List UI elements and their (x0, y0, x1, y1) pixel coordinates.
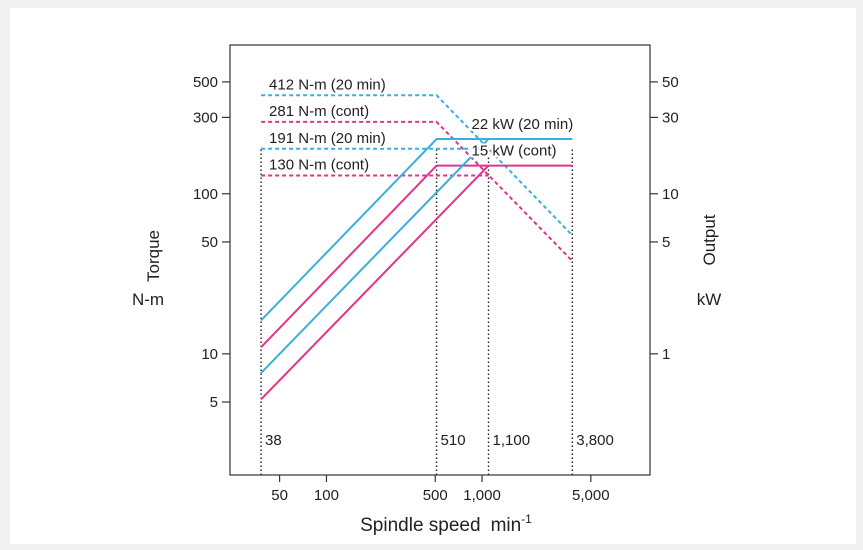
y-left-tick-label: 300 (193, 109, 218, 126)
x-tick-label: 50 (271, 487, 288, 504)
annotation-label: 412 N-m (20 min) (269, 76, 386, 93)
series-line (260, 164, 490, 400)
series-line (260, 138, 490, 374)
chart-frame: 38 510 1,100 3,800 412 N-m (20 min) 281 N-m (… (10, 8, 856, 544)
annotation-label: 15 kW (cont) (472, 143, 557, 160)
y-right-tick-label: 5 (662, 234, 670, 251)
x-tick-label: 500 (423, 487, 448, 504)
x-tick-label: 100 (314, 487, 339, 504)
y-left-tick-label: 500 (193, 74, 218, 91)
y-left-tick-label: 10 (201, 346, 218, 363)
x-axis-title-text: Spindle speed (360, 515, 480, 536)
plot-border (229, 44, 651, 476)
series-line (261, 120, 574, 262)
y-left-tick-label: 100 (193, 186, 218, 203)
annotation-label: 22 kW (20 min) (472, 116, 574, 133)
x-axis-title: Spindle speed min-1 (360, 512, 532, 536)
annotation-label: 130 N-m (cont) (269, 157, 369, 174)
y-left-tick-label: 50 (201, 234, 218, 251)
x-tick-label: 1,000 (463, 487, 501, 504)
chart-marks (260, 94, 574, 475)
y-right-axis-title: Output (700, 214, 719, 265)
y-right-axis-unit: kW (697, 290, 722, 309)
speed-marker-label: 3,800 (576, 432, 614, 449)
speed-marker-label: 510 (441, 432, 466, 449)
y-right-tick-label: 10 (662, 186, 679, 203)
annotation-label: 281 N-m (cont) (269, 103, 369, 120)
y-left-axis-unit: N-m (132, 290, 164, 309)
plot-area (222, 44, 658, 482)
y-right-tick-label: 1 (662, 346, 670, 363)
speed-marker-label: 1,100 (493, 432, 531, 449)
y-left-axis-title: Torque (144, 230, 163, 282)
x-axis-unit-exponent: -1 (521, 512, 532, 526)
annotation-label: 191 N-m (20 min) (269, 130, 386, 147)
y-right-tick-label: 30 (662, 109, 679, 126)
series-line (260, 164, 573, 348)
y-right-tick-label: 50 (662, 74, 679, 91)
series-line (260, 138, 573, 321)
y-left-tick-label: 5 (210, 394, 218, 411)
series-line (261, 94, 574, 236)
speed-marker-label: 38 (265, 432, 282, 449)
x-tick-label: 5,000 (572, 487, 610, 504)
x-axis-unit: min (491, 515, 522, 536)
